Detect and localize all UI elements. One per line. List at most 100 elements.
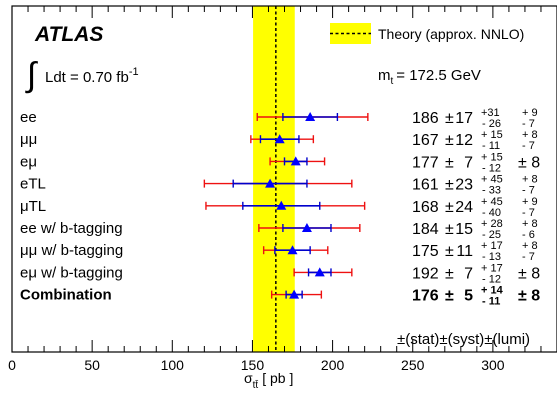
syst-down: - 33 <box>482 185 501 197</box>
measurement-marker <box>290 156 301 166</box>
x-tick-label: 0 <box>8 357 16 373</box>
syst-down: - 26 <box>482 118 501 130</box>
x-tick-label: 150 <box>241 357 265 373</box>
measurement-marker <box>276 200 287 210</box>
syst-up: + 17 <box>481 240 503 252</box>
lumi-down: - 7 <box>522 251 535 263</box>
svg-text:Ldt = 0.70 fb-1: Ldt = 0.70 fb-1 <box>45 66 139 86</box>
lumi-down: - 7 <box>522 118 535 130</box>
integral-sign-icon: ∫ <box>25 56 38 94</box>
syst-down: - 12 <box>482 273 501 285</box>
luminosity-exponent: -1 <box>129 66 139 78</box>
x-tick-label: 50 <box>84 357 100 373</box>
lumi-up: + 8 <box>522 240 538 252</box>
channel-label: ee w/ b-tagging <box>20 220 123 237</box>
luminosity-text: Ldt = 0.70 fb <box>45 69 129 86</box>
x-axis-unit: [ pb ] <box>262 370 293 386</box>
legend-label: Theory (approx. NNLO) <box>378 26 524 42</box>
x-axis-symbol: σ <box>244 370 253 386</box>
measurement-marker <box>287 245 298 255</box>
luminosity-label: ∫ Ldt = 0.70 fb-1 <box>25 56 139 94</box>
errors-footer: ±(stat)±(syst)±(lumi) <box>397 331 530 348</box>
measurement-marker <box>305 112 316 121</box>
central-value: 161 <box>412 177 439 194</box>
stat-error: 7 <box>464 154 473 171</box>
central-value: 186 <box>412 110 439 127</box>
syst-up: +31 <box>481 107 500 119</box>
x-tick-label: 100 <box>161 357 185 373</box>
stat-error: 17 <box>455 110 473 127</box>
stat-error: 15 <box>455 221 473 238</box>
stat-error: 5 <box>464 288 473 305</box>
central-value: 177 <box>412 154 439 171</box>
channel-label: μμ w/ b-tagging <box>20 242 123 259</box>
theory-band <box>253 6 295 352</box>
syst-down: - 11 <box>482 140 500 152</box>
syst-down: - 12 <box>482 162 501 174</box>
lumi-up: + 9 <box>522 196 538 208</box>
central-value: 168 <box>412 199 439 216</box>
top-mass-label: mt = 172.5 GeV <box>378 67 481 87</box>
plus-minus-sign: ± <box>445 288 454 305</box>
syst-up: + 45 <box>481 196 503 208</box>
lumi-up: + 8 <box>522 129 538 141</box>
x-tick-label: 250 <box>401 357 425 373</box>
measurement-marker <box>301 223 312 232</box>
lumi-down: - 7 <box>522 207 535 219</box>
lumi-up: + 9 <box>522 107 538 119</box>
syst-up: + 45 <box>481 174 503 186</box>
stat-error: 23 <box>455 177 473 194</box>
plus-minus-sign: ± <box>445 177 454 194</box>
central-value: 184 <box>412 221 439 238</box>
lumi-down: - 6 <box>522 229 535 241</box>
syst-up: + 17 <box>481 262 503 274</box>
plus-minus-sign: ± <box>445 154 454 171</box>
channel-label: μμ <box>20 131 37 148</box>
syst-up: + 15 <box>481 151 503 163</box>
syst-up: + 15 <box>481 129 503 141</box>
central-value: 176 <box>412 288 439 305</box>
central-value: 167 <box>412 132 439 149</box>
stat-error: 24 <box>455 199 473 216</box>
stat-error: 12 <box>455 132 473 149</box>
lumi-up: + 8 <box>522 174 538 186</box>
lumi-error: ± 8 <box>518 288 540 305</box>
channel-label: Combination <box>20 287 112 304</box>
measurement-marker <box>314 267 325 277</box>
plus-minus-sign: ± <box>445 199 454 216</box>
measurement-marker <box>265 178 276 188</box>
syst-down: - 13 <box>482 251 501 263</box>
plus-minus-sign: ± <box>445 243 454 260</box>
plus-minus-sign: ± <box>445 221 454 238</box>
stat-error: 11 <box>456 243 473 260</box>
x-tick-label: 200 <box>321 357 345 373</box>
lumi-error: ± 8 <box>518 265 540 282</box>
plus-minus-sign: ± <box>445 132 454 149</box>
plus-minus-sign: ± <box>445 265 454 282</box>
x-axis-subscript: tt̄ <box>253 379 259 391</box>
lumi-down: - 7 <box>522 140 535 152</box>
x-axis-title: σtt̄[ pb ] <box>244 370 293 391</box>
legend-swatch <box>330 23 371 44</box>
lumi-up: + 8 <box>522 218 538 230</box>
channel-label: eTL <box>20 176 46 193</box>
lumi-error: ± 8 <box>518 154 540 171</box>
measurement-marker <box>289 289 300 299</box>
measurement-marker <box>274 134 285 144</box>
stat-error: 7 <box>464 265 473 282</box>
channel-label: ee <box>20 109 37 126</box>
channel-label: μTL <box>20 198 46 215</box>
lumi-down: - 7 <box>522 185 535 197</box>
syst-down: - 25 <box>482 229 501 241</box>
syst-up: + 14 <box>481 285 504 297</box>
central-value: 192 <box>412 265 439 282</box>
syst-down: - 11 <box>482 296 500 308</box>
legend: Theory (approx. NNLO) <box>330 23 524 44</box>
experiment-label: ATLAS <box>34 23 103 46</box>
syst-up: + 28 <box>481 218 503 230</box>
channel-label: eμ w/ b-tagging <box>20 264 123 281</box>
x-tick-label: 300 <box>481 357 505 373</box>
syst-down: - 40 <box>482 207 501 219</box>
central-value: 175 <box>412 243 439 260</box>
